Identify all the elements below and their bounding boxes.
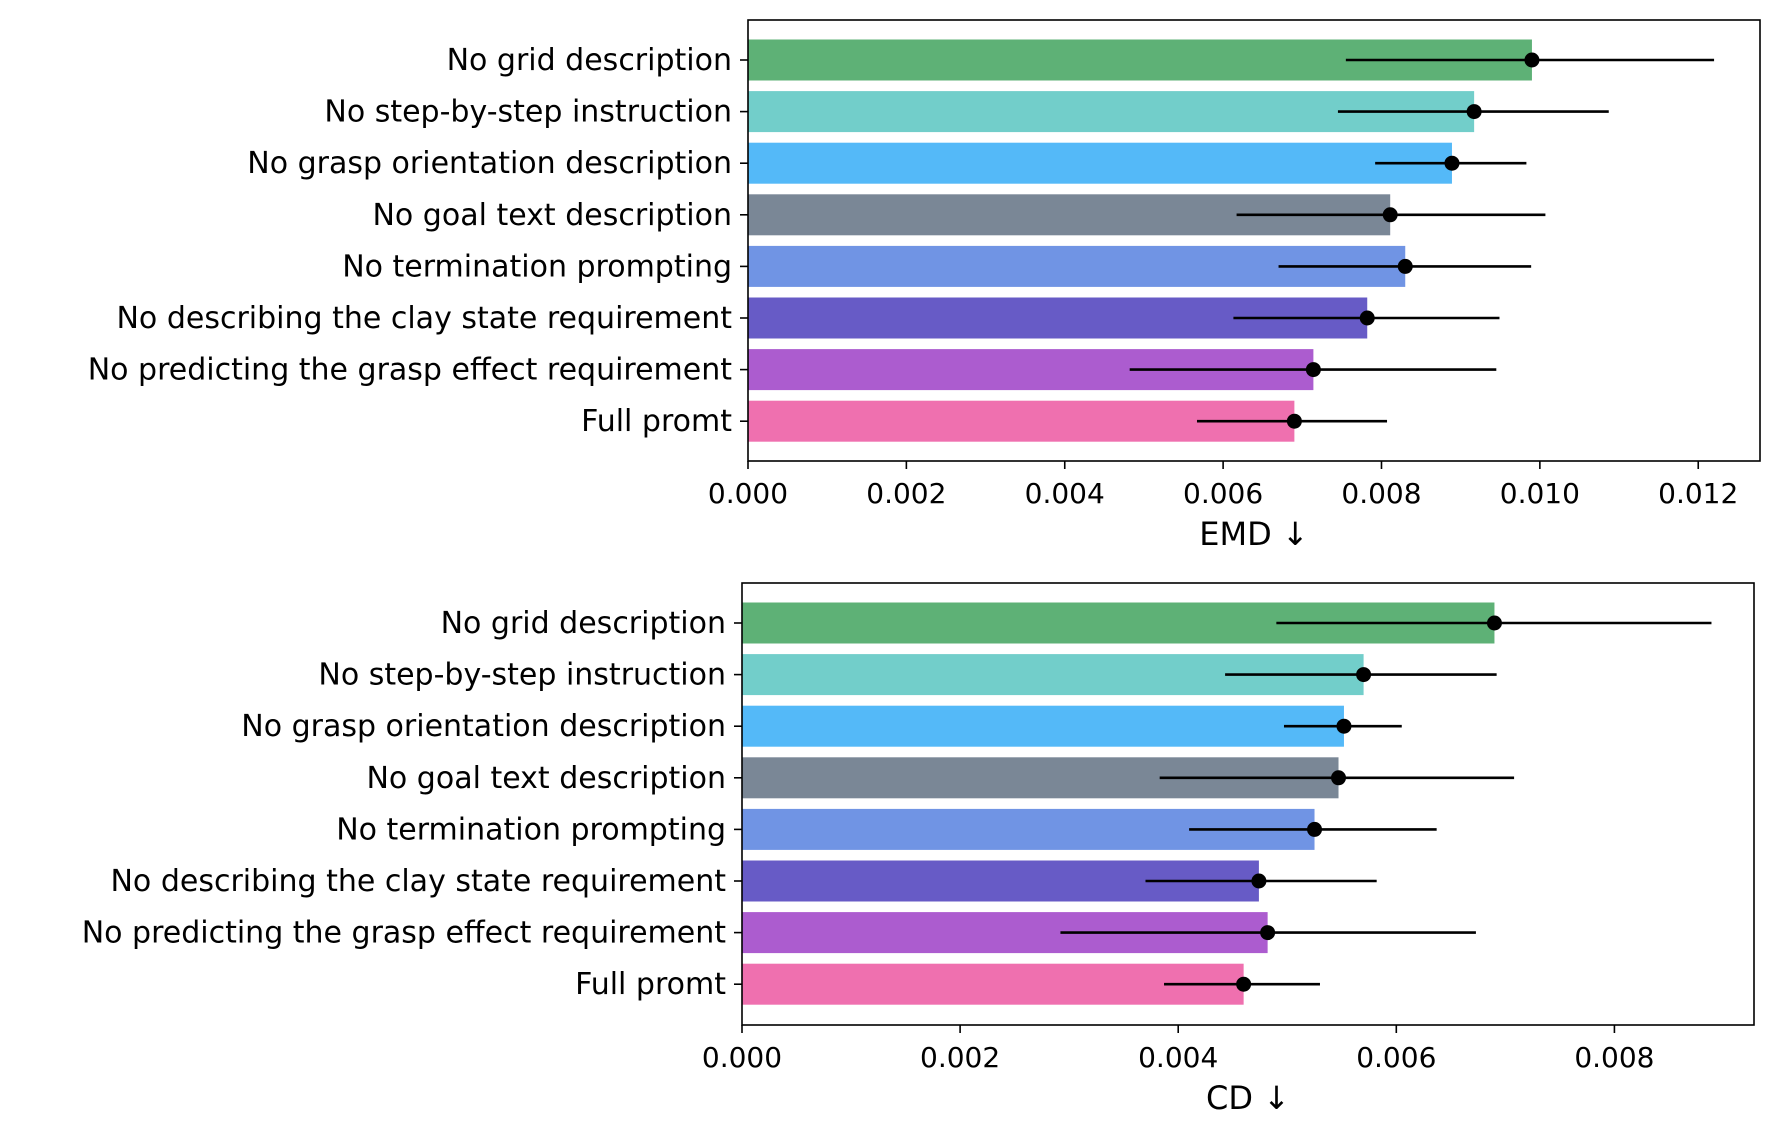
category-label-2: No step-by-step instruction [324, 95, 732, 130]
data-point-5 [1307, 821, 1323, 837]
x-tick-label-1: 0.000 [702, 1041, 782, 1074]
x-tick-label-7: 0.012 [1658, 477, 1738, 510]
data-point-3 [1336, 718, 1352, 734]
bar-3 [748, 142, 1452, 184]
x-tick-label-2: 0.002 [866, 477, 946, 510]
category-label-4: No goal text description [372, 198, 732, 233]
category-label-5: No termination prompting [336, 812, 726, 847]
category-label-6: No describing the clay state requirement [116, 301, 732, 336]
category-label-4: No goal text description [366, 761, 726, 796]
data-point-8 [1286, 413, 1302, 429]
category-label-8: Full promt [575, 967, 726, 1002]
data-point-6 [1251, 873, 1267, 889]
x-tick-label-1: 0.000 [708, 477, 788, 510]
bar-3 [742, 705, 1344, 747]
chart-panel-2: No grid description No step-by-step instr… [82, 582, 1755, 1117]
category-label-5: No termination prompting [342, 249, 732, 284]
plot-frame [747, 19, 1761, 462]
category-label-7: No predicting the grasp effect requireme… [82, 916, 727, 951]
data-point-8 [1236, 976, 1252, 992]
x-tick-label-4: 0.006 [1356, 1041, 1436, 1074]
x-tick-label-4: 0.006 [1183, 477, 1263, 510]
category-label-7: No predicting the grasp effect requireme… [88, 353, 733, 388]
data-point-1 [1524, 52, 1540, 68]
data-point-7 [1260, 925, 1276, 941]
x-tick-label-3: 0.004 [1138, 1041, 1218, 1074]
data-point-2 [1356, 667, 1372, 683]
category-label-3: No grasp orientation description [247, 146, 732, 181]
data-point-4 [1331, 770, 1347, 786]
chart-panel-1: No grid description No step-by-step instr… [88, 19, 1761, 553]
x-tick-label-5: 0.008 [1574, 1041, 1654, 1074]
x-axis-label: CD ↓ [1206, 1079, 1290, 1117]
plot-frame [741, 582, 1755, 1026]
data-point-2 [1466, 104, 1482, 120]
data-point-1 [1486, 615, 1502, 631]
data-point-4 [1382, 207, 1398, 223]
bar-8 [742, 963, 1244, 1005]
x-tick-label-3: 0.004 [1025, 477, 1105, 510]
category-label-1: No grid description [447, 43, 732, 78]
data-point-5 [1397, 258, 1413, 274]
data-point-6 [1359, 310, 1375, 326]
x-tick-label-5: 0.008 [1341, 477, 1421, 510]
category-label-2: No step-by-step instruction [318, 658, 726, 693]
data-point-3 [1444, 155, 1460, 171]
data-point-7 [1305, 362, 1321, 378]
category-label-8: Full promt [581, 404, 732, 439]
category-label-3: No grasp orientation description [241, 709, 726, 744]
category-label-1: No grid description [441, 606, 726, 641]
x-tick-label-2: 0.002 [920, 1041, 1000, 1074]
x-axis-label: EMD ↓ [1199, 515, 1308, 553]
category-label-6: No describing the clay state requirement [110, 864, 726, 899]
x-tick-label-6: 0.010 [1500, 477, 1580, 510]
